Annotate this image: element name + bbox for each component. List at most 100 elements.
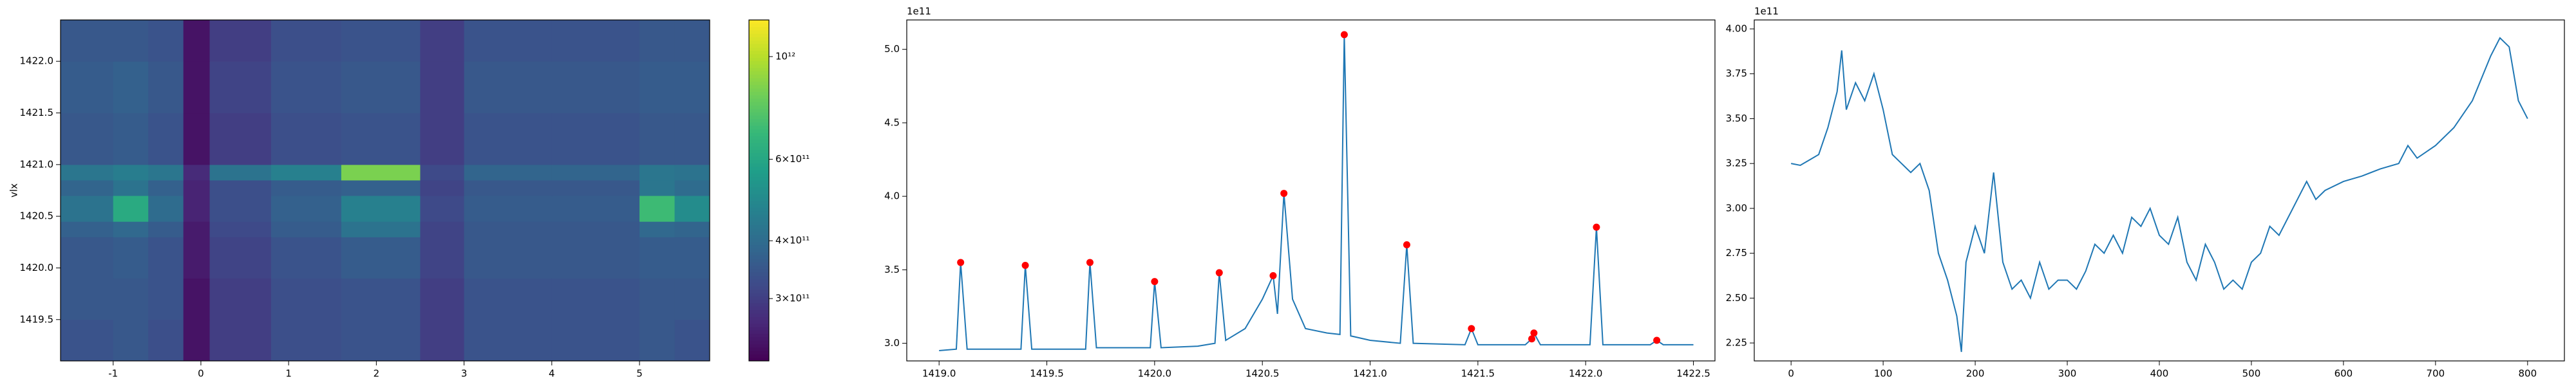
colorbar-band bbox=[749, 176, 769, 181]
colorbar-band bbox=[749, 30, 769, 34]
heatmap-cell bbox=[420, 61, 465, 114]
heatmap-cell bbox=[464, 20, 553, 62]
colorbar-band bbox=[749, 330, 769, 335]
heatmap-cell bbox=[148, 61, 184, 114]
heatmap-cell bbox=[464, 61, 553, 114]
colorbar-band bbox=[749, 241, 769, 246]
colorbar-band bbox=[749, 268, 769, 273]
colorbar-band bbox=[749, 136, 769, 140]
y-tick-label: 4.0 bbox=[884, 190, 900, 202]
y-tick-label: 1421.5 bbox=[20, 107, 54, 118]
heatmap-cell bbox=[551, 221, 640, 237]
colorbar-band bbox=[749, 108, 769, 113]
colorbar-band bbox=[749, 142, 769, 147]
heatmap-cell bbox=[674, 196, 710, 222]
heatmap-cell bbox=[148, 221, 184, 237]
heatmap-cell bbox=[183, 20, 211, 62]
heatmap-cell bbox=[420, 164, 465, 181]
colorbar-band bbox=[749, 26, 769, 31]
colorbar-band bbox=[749, 262, 769, 266]
colorbar-band bbox=[749, 221, 769, 225]
colorbar-band bbox=[749, 231, 769, 235]
colorbar-band bbox=[749, 299, 769, 304]
x-tick-label: 500 bbox=[2242, 368, 2261, 380]
colorbar-band bbox=[749, 78, 769, 82]
colorbar-band bbox=[749, 279, 769, 283]
heatmap-cell bbox=[639, 237, 676, 279]
peak-marker bbox=[1086, 259, 1094, 266]
x-tick-label: 100 bbox=[1874, 368, 1893, 380]
line bbox=[939, 34, 1694, 352]
y-tick-label: 2.50 bbox=[1726, 292, 1747, 304]
colorbar-band bbox=[749, 57, 769, 62]
colorbar-band bbox=[749, 170, 769, 174]
colorbar-band bbox=[749, 296, 769, 300]
colorbar-band bbox=[749, 194, 769, 198]
heatmap-cell bbox=[113, 319, 149, 362]
x-tick-label: 3 bbox=[461, 368, 468, 380]
heatmap-cell bbox=[420, 20, 465, 62]
colorbar-band bbox=[749, 340, 769, 344]
heatmap-cell bbox=[464, 237, 553, 279]
heatmap-cell bbox=[674, 179, 710, 196]
colorbar-tick-label: 6×10¹¹ bbox=[775, 153, 810, 165]
x-tick-label: 600 bbox=[2334, 368, 2353, 380]
colorbar-band bbox=[749, 333, 769, 338]
heatmap-cell bbox=[464, 221, 553, 237]
heatmap-cell bbox=[420, 221, 465, 237]
colorbar-band bbox=[749, 105, 769, 109]
y-tick-label: 3.00 bbox=[1726, 202, 1747, 214]
y-tick-label: 4.5 bbox=[884, 116, 900, 128]
heatmap-cell bbox=[270, 20, 342, 62]
heatmap-cell bbox=[341, 61, 421, 114]
heatmap-cell bbox=[61, 20, 114, 62]
colorbar-band bbox=[749, 146, 769, 150]
heatmap-cell bbox=[420, 179, 465, 196]
colorbar-band bbox=[749, 180, 769, 184]
heatmap-cell bbox=[61, 278, 114, 320]
colorbar-band bbox=[749, 71, 769, 75]
colorbar-band bbox=[749, 20, 769, 24]
colorbar-band bbox=[749, 320, 769, 324]
heatmap-cell bbox=[270, 61, 342, 114]
x-tick-label: 1 bbox=[285, 368, 292, 380]
heatmap-cell bbox=[420, 196, 465, 222]
x-tick-label: 400 bbox=[2150, 368, 2169, 380]
heatmap-cell bbox=[639, 164, 676, 181]
y-tick-label: 3.25 bbox=[1726, 158, 1747, 169]
peak-marker bbox=[957, 259, 965, 266]
colorbar-band bbox=[749, 265, 769, 270]
offset-label: 1e11 bbox=[1754, 6, 1779, 17]
heatmap-cell bbox=[639, 196, 676, 222]
colorbar-band bbox=[749, 306, 769, 310]
heatmap-cell bbox=[674, 164, 710, 181]
heatmap-cell bbox=[420, 278, 465, 320]
colorbar-band bbox=[749, 156, 769, 160]
colorbar-band bbox=[749, 293, 769, 297]
peak-marker bbox=[1021, 262, 1029, 270]
heatmap-cell bbox=[209, 319, 272, 362]
heatmap-cell bbox=[551, 237, 640, 279]
peak-marker bbox=[1151, 278, 1159, 286]
peak-marker bbox=[1340, 31, 1348, 39]
heatmap-cell bbox=[341, 319, 421, 362]
heatmap-cell bbox=[341, 221, 421, 237]
colorbar-band bbox=[749, 354, 769, 358]
heatmap-cell bbox=[551, 196, 640, 222]
heatmap-cell bbox=[270, 164, 342, 181]
colorbar-band bbox=[749, 282, 769, 286]
heatmap-cell bbox=[209, 164, 272, 181]
heatmap-cell bbox=[61, 164, 114, 181]
heatmap-cell bbox=[270, 319, 342, 362]
x-tick-label: 2 bbox=[374, 368, 380, 380]
colorbar-band bbox=[749, 200, 769, 205]
heatmap-cell bbox=[341, 278, 421, 320]
heatmap-cell bbox=[183, 61, 211, 114]
peak-marker bbox=[1530, 329, 1538, 337]
colorbar-band bbox=[749, 217, 769, 222]
y-tick-label: 1419.5 bbox=[20, 313, 54, 325]
heatmap-cell bbox=[113, 164, 149, 181]
heatmap-cell bbox=[183, 113, 211, 165]
heatmap-cell bbox=[113, 237, 149, 279]
heatmap-cell bbox=[674, 113, 710, 165]
